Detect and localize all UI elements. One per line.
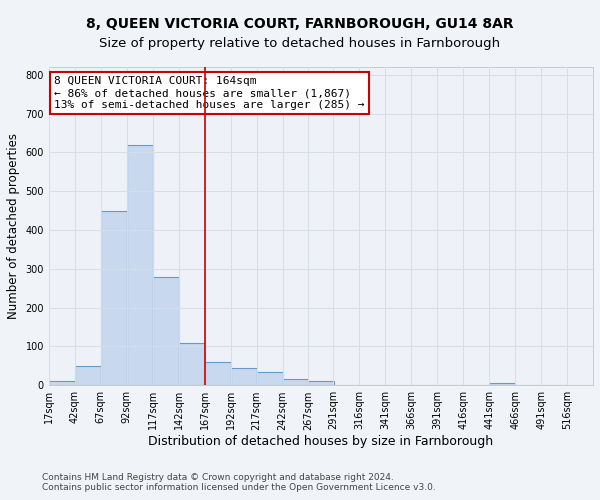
X-axis label: Distribution of detached houses by size in Farnborough: Distribution of detached houses by size …	[148, 435, 494, 448]
Bar	[283, 380, 308, 386]
Bar	[205, 362, 230, 386]
Text: 8 QUEEN VICTORIA COURT: 164sqm
← 86% of detached houses are smaller (1,867)
13% : 8 QUEEN VICTORIA COURT: 164sqm ← 86% of …	[55, 76, 365, 110]
Text: Contains public sector information licensed under the Open Government Licence v3: Contains public sector information licen…	[42, 484, 436, 492]
Text: Contains HM Land Registry data © Crown copyright and database right 2024.: Contains HM Land Registry data © Crown c…	[42, 474, 394, 482]
Text: 8, QUEEN VICTORIA COURT, FARNBOROUGH, GU14 8AR: 8, QUEEN VICTORIA COURT, FARNBOROUGH, GU…	[86, 18, 514, 32]
Bar	[127, 144, 153, 386]
Bar	[75, 366, 101, 386]
Text: Size of property relative to detached houses in Farnborough: Size of property relative to detached ho…	[100, 38, 500, 51]
Bar	[230, 368, 257, 386]
Bar	[489, 384, 515, 386]
Bar	[101, 210, 127, 386]
Bar	[179, 342, 205, 386]
Bar	[153, 276, 179, 386]
Y-axis label: Number of detached properties: Number of detached properties	[7, 133, 20, 319]
Bar	[257, 372, 283, 386]
Bar	[49, 382, 75, 386]
Bar	[308, 382, 334, 386]
